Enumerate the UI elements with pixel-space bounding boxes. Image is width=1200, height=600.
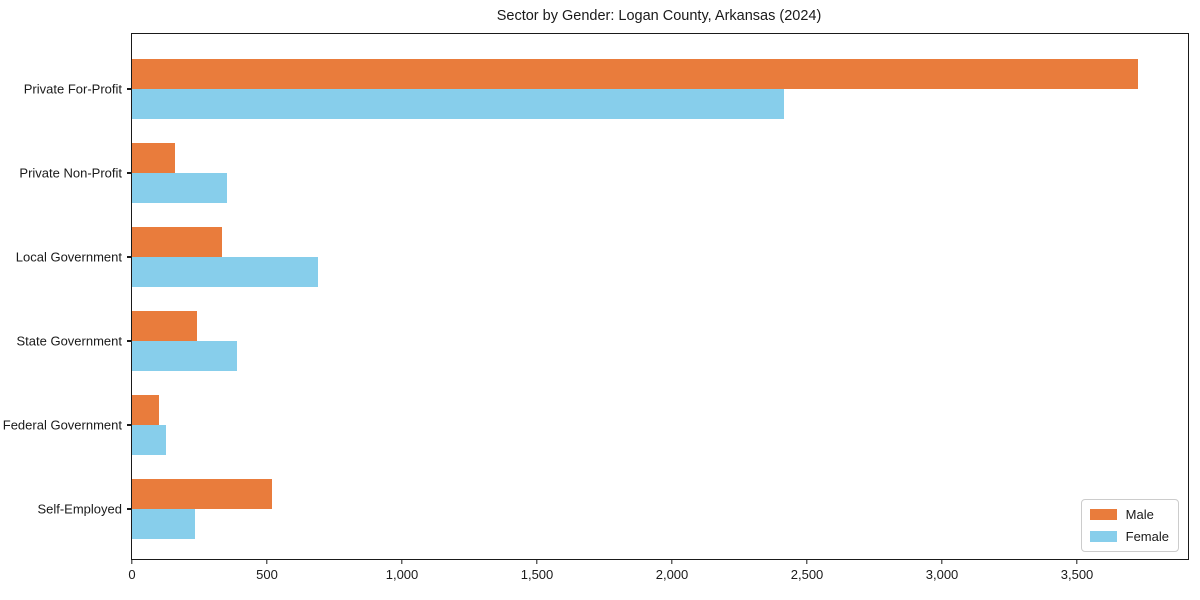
legend-entry-male: Male	[1089, 507, 1169, 522]
y-tick-private-non-profit	[127, 172, 132, 174]
bar-female-local-government	[132, 257, 319, 287]
bar-male-private-non-profit	[132, 143, 176, 173]
x-tick-500	[266, 559, 268, 564]
x-tick-label-3000: 3,000	[925, 567, 959, 582]
x-tick-label-2500: 2,500	[790, 567, 824, 582]
x-tick-label-3500: 3,500	[1060, 567, 1094, 582]
bar-male-federal-government	[132, 395, 159, 425]
y-tick-local-government	[127, 256, 132, 258]
bar-female-federal-government	[132, 425, 166, 455]
y-tick-self-employed	[127, 508, 132, 510]
y-axis-label-self-employed: Self-Employed	[37, 501, 122, 517]
legend: Male Female	[1080, 499, 1179, 552]
x-tick-2500	[806, 559, 808, 564]
bar-female-self-employed	[132, 509, 196, 539]
chart-title: Sector by Gender: Logan County, Arkansas…	[496, 8, 822, 24]
legend-entry-female: Female	[1089, 529, 1169, 544]
y-tick-state-government	[127, 340, 132, 342]
x-tick-label-2000: 2,000	[655, 567, 689, 582]
x-tick-label-1000: 1,000	[385, 567, 419, 582]
y-tick-private-for-profit	[127, 88, 132, 90]
y-axis-label-local-government: Local Government	[15, 249, 122, 265]
x-tick-label-1500: 1,500	[520, 567, 554, 582]
x-tick-1000	[401, 559, 403, 564]
bar-female-state-government	[132, 341, 238, 371]
male-series-swatch	[1089, 509, 1117, 520]
legend-label-male: Male	[1125, 507, 1154, 522]
x-tick-0	[131, 559, 133, 564]
x-tick-2000	[671, 559, 673, 564]
y-axis-label-federal-government: Federal Government	[2, 417, 122, 433]
x-tick-label-0: 0	[128, 567, 136, 582]
bar-male-state-government	[132, 311, 197, 341]
bar-male-self-employed	[132, 479, 273, 509]
plot-area: Male Female Private For-Profit Private No…	[3, 33, 1189, 582]
female-series-swatch	[1089, 531, 1117, 542]
y-axis-label-private-for-profit: Private For-Profit	[23, 81, 122, 97]
y-tick-federal-government	[127, 424, 132, 426]
bar-female-private-non-profit	[132, 173, 227, 203]
x-tick-3000	[941, 559, 943, 564]
x-tick-label-500: 500	[256, 567, 278, 582]
legend-label-female: Female	[1125, 529, 1169, 544]
bar-female-private-for-profit	[132, 89, 785, 119]
y-axis-label-private-non-profit: Private Non-Profit	[19, 165, 122, 181]
bar-male-local-government	[132, 227, 223, 257]
x-tick-1500	[536, 559, 538, 564]
bar-male-private-for-profit	[132, 59, 1138, 89]
x-tick-3500	[1076, 559, 1078, 564]
y-axis-label-state-government: State Government	[16, 333, 123, 349]
